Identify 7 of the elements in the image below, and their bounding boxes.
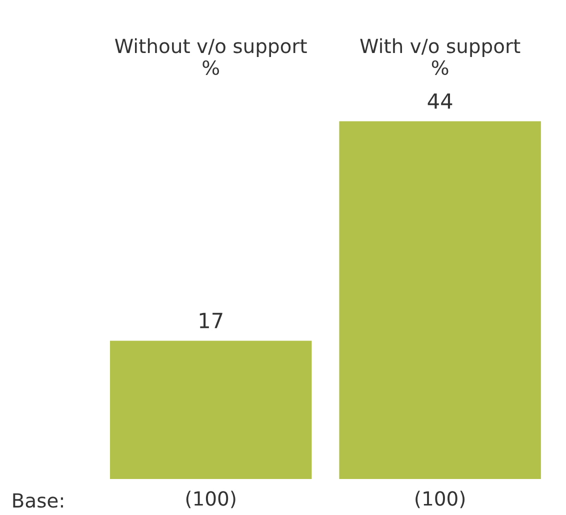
data-label: 44 (428, 93, 452, 109)
text: (100) (186, 490, 236, 508)
text: Base: (13, 493, 63, 508)
text: (100) (416, 490, 465, 508)
data-label: 17 (200, 312, 222, 328)
x-tick-label: With v/o support % (360, 38, 520, 76)
x-tick-label: Without v/o support % (115, 38, 307, 76)
